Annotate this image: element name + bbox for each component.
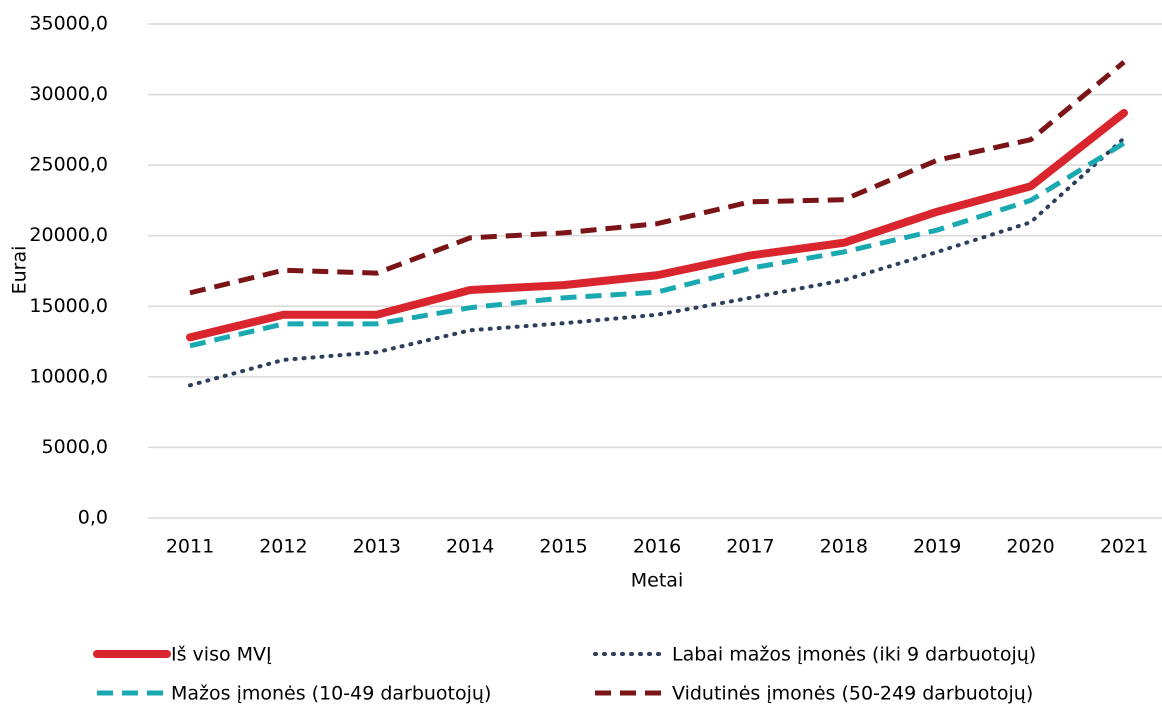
- x-tick-label: 2016: [633, 536, 681, 558]
- x-tick-label: 2020: [1006, 536, 1054, 558]
- legend-label: Vidutinės įmonės (50-249 darbuotojų): [672, 683, 1033, 705]
- x-tick-label: 2021: [1100, 536, 1148, 558]
- legend-label: Mažos įmonės (10-49 darbuotojų): [171, 683, 491, 705]
- series-line: [186, 108, 1128, 342]
- y-tick-label: 20000,0: [29, 224, 108, 246]
- x-tick-label: 2013: [353, 536, 401, 558]
- y-tick-label: 30000,0: [29, 83, 108, 105]
- y-tick-label: 10000,0: [29, 365, 108, 387]
- y-tick-label: 25000,0: [29, 154, 108, 176]
- y-tick-label: 35000,0: [29, 13, 108, 35]
- x-tick-label: 2018: [820, 536, 868, 558]
- series-line: [189, 60, 1126, 296]
- x-axis-label: Metai: [631, 570, 683, 592]
- legend-label: Labai mažos įmonės (iki 9 darbuotojų): [672, 644, 1036, 666]
- x-tick-label: 2017: [726, 536, 774, 558]
- x-tick-label: 2014: [446, 536, 494, 558]
- series-line: [189, 141, 1126, 349]
- y-axis-label: Eurai: [9, 246, 31, 295]
- x-tick-label: 2011: [166, 536, 214, 558]
- y-tick-label: 15000,0: [29, 295, 108, 317]
- x-tick-label: 2019: [913, 536, 961, 558]
- series-line: [188, 136, 1126, 388]
- y-tick-label: 0,0: [78, 507, 108, 529]
- x-tick-label: 2012: [259, 536, 307, 558]
- x-tick-label: 2015: [539, 536, 587, 558]
- y-tick-label: 5000,0: [42, 436, 108, 458]
- legend-label: Iš viso MVĮ: [171, 644, 272, 666]
